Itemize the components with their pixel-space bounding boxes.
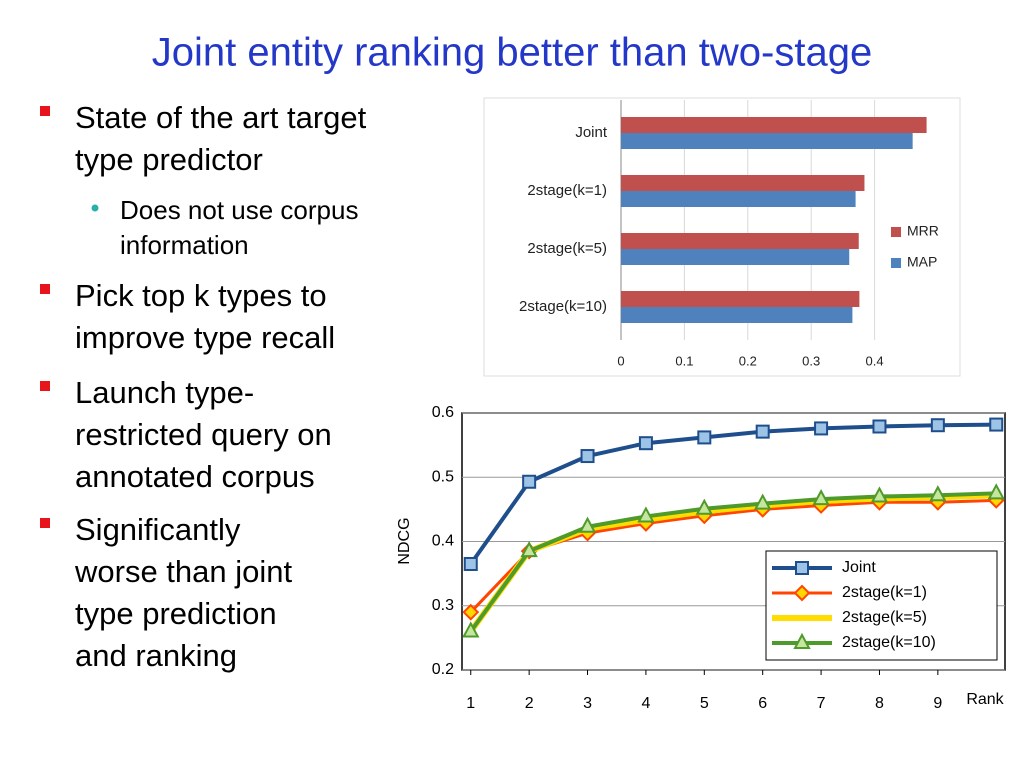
sub-bullet-text: information <box>120 230 249 260</box>
bullet-marker <box>40 284 50 294</box>
legend-swatch <box>891 258 901 268</box>
legend-marker <box>793 584 811 602</box>
sub-bullet-marker <box>91 204 99 212</box>
bar <box>621 249 850 265</box>
x-tick-label: 2 <box>525 695 534 712</box>
x-tick-label: 7 <box>817 695 826 712</box>
x-tick-label: 9 <box>933 695 942 712</box>
data-point <box>755 424 770 439</box>
legend-label: MAP <box>907 254 937 270</box>
data-point <box>580 449 595 464</box>
data-point <box>930 418 945 433</box>
x-tick-label: 0.3 <box>802 353 820 368</box>
y-tick-label: 0.4 <box>432 533 454 550</box>
bullet-marker <box>40 381 50 391</box>
bullet-text: Pick top k types to <box>75 278 327 313</box>
data-point <box>814 421 829 436</box>
x-tick-label: 8 <box>875 695 884 712</box>
bullet-marker <box>40 106 50 116</box>
bullet-text: Launch type- <box>75 375 254 410</box>
data-point <box>638 436 653 451</box>
x-axis-label: Rank <box>966 691 1004 708</box>
bar <box>621 175 865 191</box>
data-point <box>520 541 538 558</box>
bar <box>621 133 913 149</box>
series-line <box>469 422 997 566</box>
y-tick-label: 0.2 <box>432 661 454 678</box>
data-point <box>929 485 947 502</box>
data-point <box>870 486 889 503</box>
series-line <box>469 491 997 633</box>
bullet-text: type prediction <box>75 596 277 631</box>
legend-marker <box>795 561 809 575</box>
bullet-text: State of the art target <box>75 100 367 135</box>
data-point <box>987 483 1005 500</box>
legend-label: 2stage(k=5) <box>842 609 927 626</box>
x-tick-label: 5 <box>700 695 709 712</box>
y-tick-label: 0.5 <box>432 468 454 485</box>
bar <box>621 117 927 133</box>
bullet-text: restricted query on <box>75 417 332 452</box>
y-axis-label: NDCG <box>396 517 413 564</box>
bullet-marker <box>40 518 50 528</box>
slide-title: Joint entity ranking better than two-sta… <box>152 31 872 75</box>
bar <box>621 307 853 323</box>
sub-bullet-text: Does not use corpus <box>120 195 358 225</box>
x-tick-label: 0 <box>617 353 624 368</box>
x-tick-label: 0.2 <box>739 353 757 368</box>
bullet-text: improve type recall <box>75 320 335 355</box>
bullet-text: annotated corpus <box>75 459 315 494</box>
bullet-text: type predictor <box>75 142 263 177</box>
x-tick-label: 0.4 <box>866 353 884 368</box>
bar <box>621 233 859 249</box>
data-point <box>462 621 480 638</box>
x-tick-label: 6 <box>758 695 767 712</box>
data-point <box>463 556 478 571</box>
data-point <box>578 516 597 533</box>
bullet-text: Significantly <box>75 512 241 547</box>
x-tick-label: 4 <box>641 695 650 712</box>
legend-label: Joint <box>842 559 876 576</box>
bar <box>621 291 860 307</box>
x-tick-label: 1 <box>466 695 475 712</box>
data-point <box>695 498 713 515</box>
legend-label: 2stage(k=10) <box>842 634 936 651</box>
legend-marker <box>793 632 811 649</box>
y-tick-label: 0.6 <box>432 404 454 421</box>
x-tick-label: 3 <box>583 695 592 712</box>
bullet-text: and ranking <box>75 638 237 673</box>
data-point <box>697 430 712 445</box>
x-tick-label: 0.1 <box>675 353 693 368</box>
data-point <box>462 603 480 621</box>
legend-label: 2stage(k=1) <box>842 584 927 601</box>
legend-label: MRR <box>907 223 939 239</box>
y-tick-label: 0.3 <box>432 597 454 614</box>
y-tick-label: 2stage(k=5) <box>527 240 607 257</box>
data-point <box>872 419 887 434</box>
data-point <box>637 506 655 523</box>
data-point <box>754 493 772 510</box>
y-tick-label: 2stage(k=1) <box>527 182 607 199</box>
legend-swatch <box>891 227 901 237</box>
y-tick-label: Joint <box>575 124 608 141</box>
y-tick-label: 2stage(k=10) <box>519 298 607 315</box>
data-point <box>522 474 537 489</box>
data-point <box>812 488 830 506</box>
data-point <box>989 417 1004 432</box>
bar <box>621 191 856 207</box>
bullet-text: worse than joint <box>74 554 293 589</box>
